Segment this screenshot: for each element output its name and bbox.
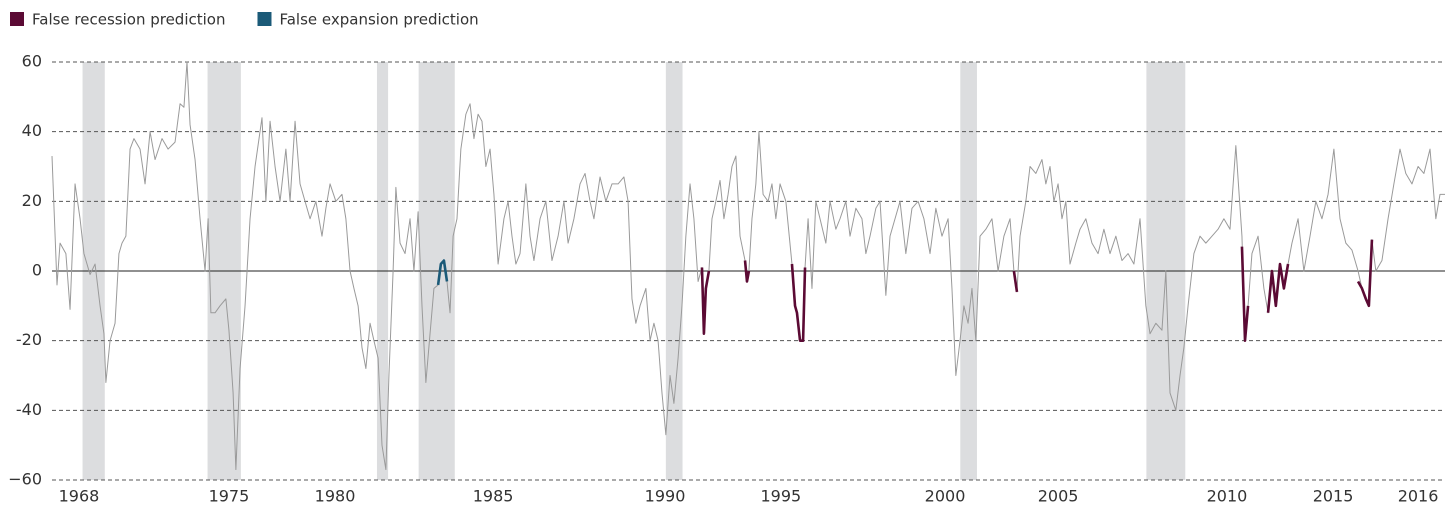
data-line — [51, 61, 1445, 471]
highlight-line — [436, 259, 449, 286]
x-tick-label: 2000 — [925, 487, 966, 506]
highlight-line — [700, 267, 711, 335]
x-tick-label: 2005 — [1038, 487, 1079, 506]
legend-swatch — [10, 12, 24, 26]
x-tick-label: 1968 — [59, 487, 100, 506]
highlight-line — [790, 263, 807, 342]
y-tick-label: 40 — [22, 121, 42, 140]
y-tick-label: 20 — [22, 191, 42, 210]
y-tick-label: 60 — [22, 52, 42, 71]
highlight-line — [1356, 239, 1374, 308]
y-tick-label: 0 — [32, 261, 42, 280]
y-tick-label: −60 — [8, 470, 42, 489]
legend-label: False recession prediction — [32, 11, 225, 29]
y-tick-label: -20 — [16, 330, 42, 349]
x-tick-label: 1980 — [315, 487, 356, 506]
x-tick-label: 2015 — [1313, 487, 1354, 506]
x-tick-label: 2010 — [1207, 487, 1248, 506]
x-tick-label: 1985 — [473, 487, 514, 506]
highlight-line — [1012, 270, 1019, 293]
legend-swatch — [257, 12, 272, 26]
x-tick-label: 2016 — [1398, 487, 1439, 506]
highlight-line — [1266, 262, 1290, 313]
highlight-line — [743, 260, 751, 283]
y-tick-label: -40 — [16, 400, 42, 419]
highlight-line — [1240, 246, 1250, 342]
x-tick-label: 1990 — [645, 487, 686, 506]
legend-label: False expansion prediction — [279, 11, 478, 29]
x-tick-label: 1975 — [209, 487, 250, 506]
x-tick-label: 1995 — [761, 487, 802, 506]
